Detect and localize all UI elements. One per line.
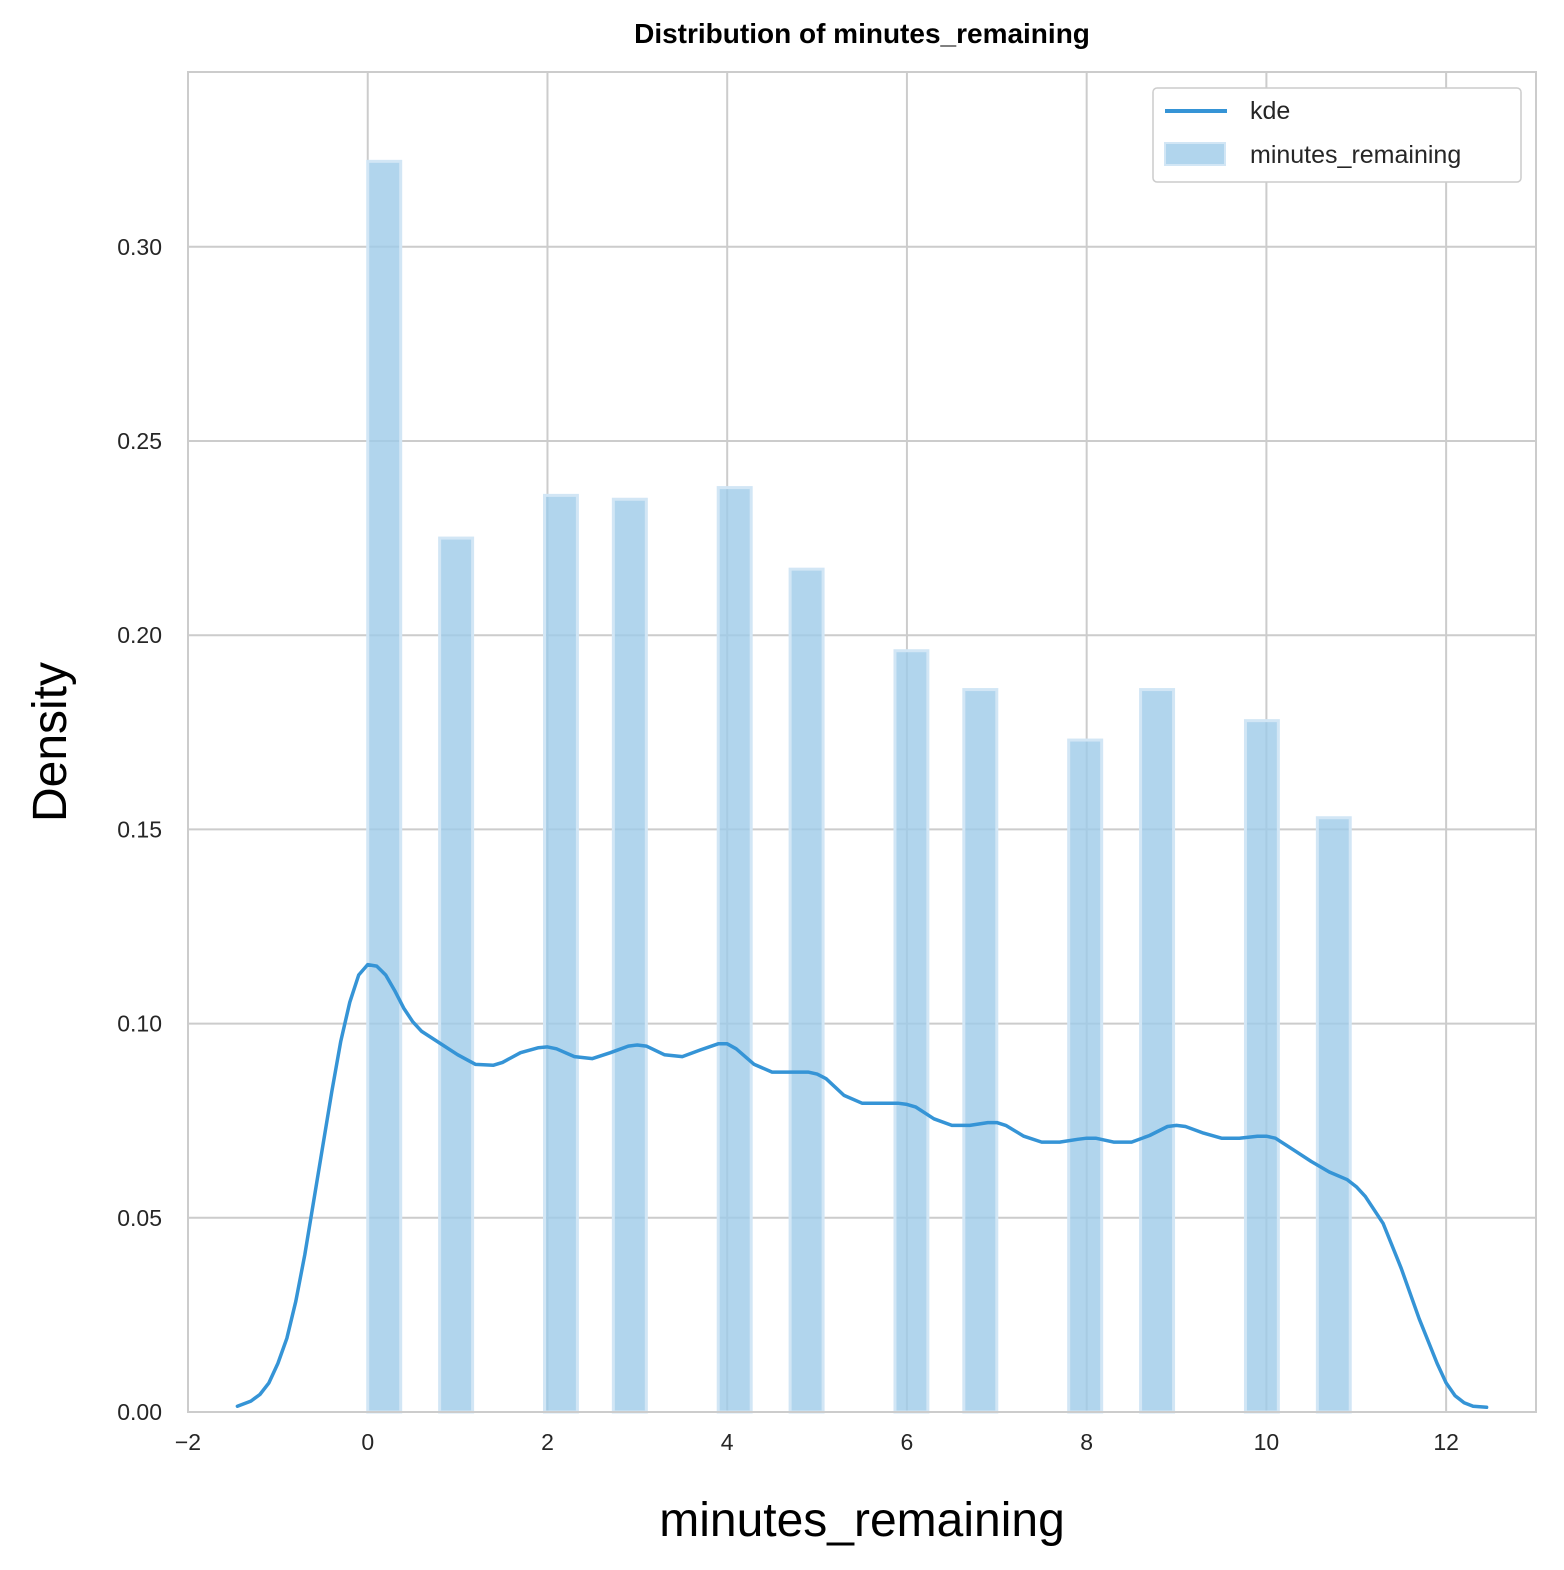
y-tick-label: 0.10 [117, 1011, 162, 1037]
histogram-bar [543, 493, 579, 1414]
x-tick-label: 0 [361, 1429, 374, 1455]
histogram-bar [1315, 816, 1352, 1414]
x-tick-label: 4 [721, 1429, 734, 1455]
x-tick-label: 2 [541, 1429, 554, 1455]
chart-title: Distribution of minutes_remaining [634, 18, 1090, 49]
x-axis-ticks: −2 0 2 4 6 8 10 12 [175, 1429, 1459, 1455]
y-tick-label: 0.20 [117, 622, 162, 648]
legend-box [1152, 87, 1522, 183]
y-tick-label: 0.15 [117, 816, 162, 842]
histogram-bar [788, 567, 825, 1414]
histogram-bar [893, 649, 930, 1414]
histogram-bar [962, 688, 999, 1414]
histogram-bars [366, 159, 1352, 1414]
histogram-bar [716, 486, 753, 1414]
legend-kde-label: kde [1250, 97, 1290, 125]
plot-area [188, 72, 1536, 1412]
histogram-bar [611, 497, 648, 1414]
histogram-bar [1139, 688, 1176, 1414]
x-tick-label: 8 [1080, 1429, 1093, 1455]
x-axis-label: minutes_remaining [659, 1494, 1065, 1547]
legend-histogram-swatch [1164, 142, 1226, 166]
y-tick-label: 0.30 [117, 234, 162, 260]
y-axis-ticks: 0.00 0.05 0.10 0.15 0.20 0.25 0.30 [117, 234, 162, 1425]
histogram-bar [366, 159, 403, 1414]
y-axis-label: Density [24, 662, 77, 822]
y-tick-label: 0.05 [117, 1205, 162, 1231]
histogram-bar [1067, 738, 1104, 1414]
y-tick-label: 0.00 [117, 1399, 162, 1425]
x-tick-label: 6 [901, 1429, 914, 1455]
x-tick-label: 12 [1433, 1429, 1459, 1455]
kde-line [235, 962, 1489, 1410]
x-tick-label: −2 [175, 1429, 201, 1455]
legend-histogram-label: minutes_remaining [1250, 141, 1461, 169]
y-tick-label: 0.25 [117, 428, 162, 454]
plot-frame [187, 71, 1537, 1413]
histogram-bar [1243, 719, 1280, 1414]
legend: kde minutes_remaining [1152, 87, 1522, 183]
x-tick-label: 10 [1254, 1429, 1280, 1455]
histogram-bar [438, 536, 475, 1414]
